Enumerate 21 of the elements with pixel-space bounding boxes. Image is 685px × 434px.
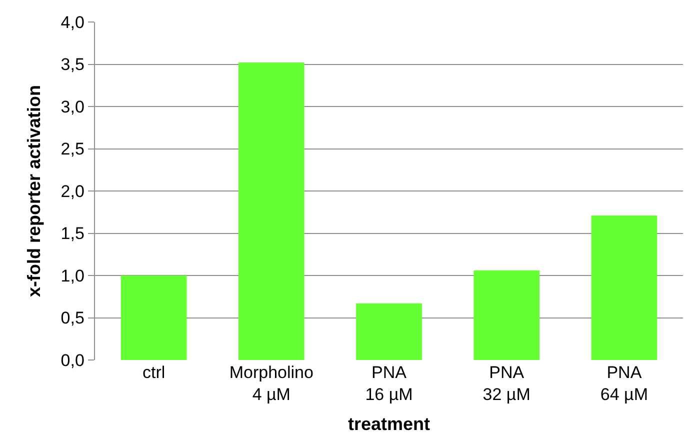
bar [591, 216, 658, 360]
bar [238, 62, 304, 360]
y-tick-label: 2,5 [60, 140, 84, 159]
y-tick-label: 4,0 [60, 12, 84, 32]
x-axis-title: treatment [348, 414, 430, 434]
y-tick-label: 0,5 [60, 308, 84, 328]
y-tick-label: 1,5 [60, 224, 84, 244]
x-tick-label: Morpholino 4 µM [229, 363, 314, 404]
bar [474, 270, 540, 360]
y-tick-label: 0,0 [60, 350, 84, 370]
x-tick-label: PNA 32 µM [482, 363, 530, 404]
x-tick-label: ctrl [142, 363, 166, 382]
bar [356, 303, 422, 360]
x-tick-label: PNA 64 µM [600, 363, 648, 404]
y-tick-label: 2,0 [60, 182, 84, 201]
bar [120, 276, 187, 360]
y-tick-label: 3,0 [60, 97, 84, 116]
y-tick-label: 3,5 [60, 55, 84, 74]
y-tick-label: 1,0 [60, 266, 84, 286]
x-tick-label: PNA 16 µM [365, 363, 413, 404]
y-axis-title: x-fold reporter activation [24, 84, 44, 298]
